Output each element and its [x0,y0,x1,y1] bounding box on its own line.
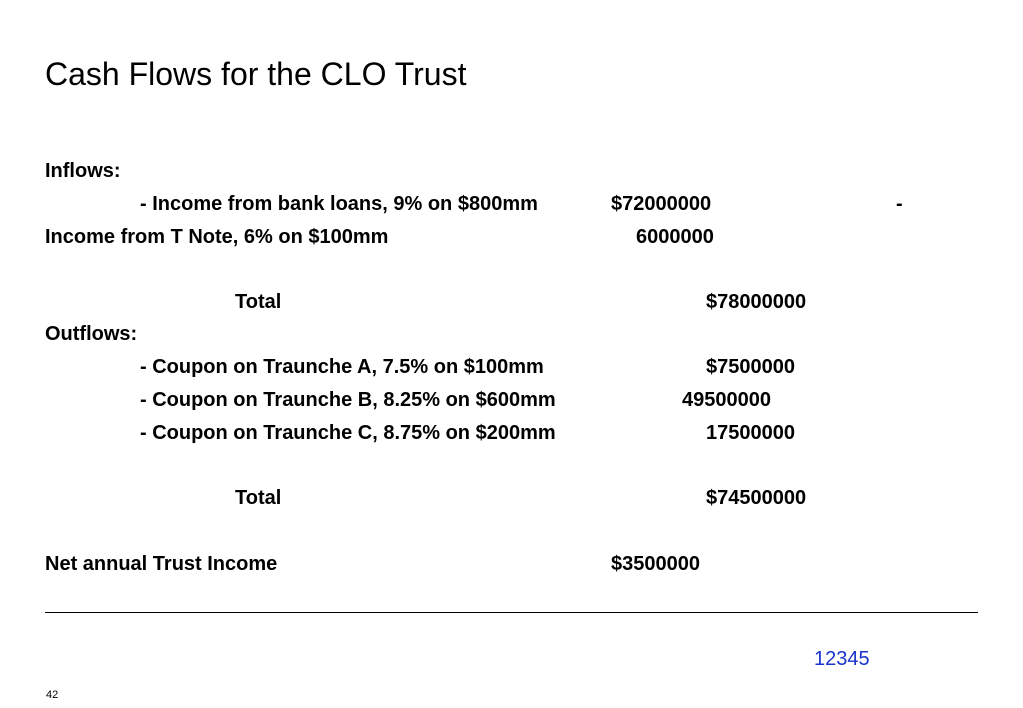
outflow-traunche-a-value: $7500000 [706,356,795,378]
inflow-bank-loans-label: - Income from bank loans, 9% on $800mm [140,193,538,215]
outflow-traunche-b-label: - Coupon on Traunche B, 8.25% on $600mm [140,389,556,411]
inflow-t-note-value: 6000000 [636,226,714,248]
inflow-bank-loans-value: $72000000 [611,193,712,215]
inflows-heading: Inflows: [45,160,121,182]
inflows-total-label: Total [235,291,282,313]
outflows-total-label: Total [235,487,282,509]
slide-number: 42 [46,689,59,701]
inflows-total-value: $78000000 [706,291,807,313]
inflow-dash: - [896,193,903,215]
footer-divider [45,612,978,613]
net-income-value: $3500000 [611,553,700,575]
slide-title: Cash Flows for the CLO Trust [45,56,467,92]
outflow-traunche-c-label: - Coupon on Traunche C, 8.75% on $200mm [140,422,556,444]
outflow-traunche-c-value: 17500000 [706,422,795,444]
outflows-heading: Outflows: [45,323,138,345]
net-income-label: Net annual Trust Income [45,553,278,575]
outflow-traunche-b-value: 49500000 [682,389,771,411]
outflow-traunche-a-label: - Coupon on Traunche A, 7.5% on $100mm [140,356,544,378]
outflows-total-value: $74500000 [706,487,807,509]
footer-link[interactable]: 12345 [814,648,870,670]
inflow-t-note-label: Income from T Note, 6% on $100mm [45,226,389,248]
